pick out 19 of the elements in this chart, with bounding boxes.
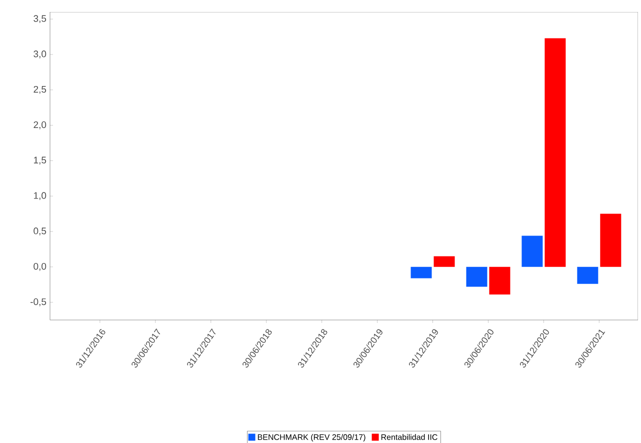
y-tick-label: 0,0 [34,262,46,271]
bar [434,256,455,267]
y-tick-label: -0,5 [30,298,46,306]
bar [410,266,432,278]
bar [522,236,543,267]
y-tick-label: 2,0 [34,121,46,130]
legend-label: Rentabilidad IIC [381,434,438,440]
y-tick-label: 1,5 [34,156,46,165]
legend-label: BENCHMARK (REV 25/09/17) [258,434,366,442]
y-tick-label: 1,0 [34,192,46,200]
bar [544,38,566,267]
y-tick-label: 3,0 [34,50,46,58]
bar [466,266,488,287]
bar [600,214,622,267]
y-tick-label: 2,5 [34,86,46,94]
y-tick-label: 3,5 [34,15,46,24]
y-tick-label: 0,5 [34,228,46,236]
bar [489,266,510,294]
bar [577,266,598,284]
